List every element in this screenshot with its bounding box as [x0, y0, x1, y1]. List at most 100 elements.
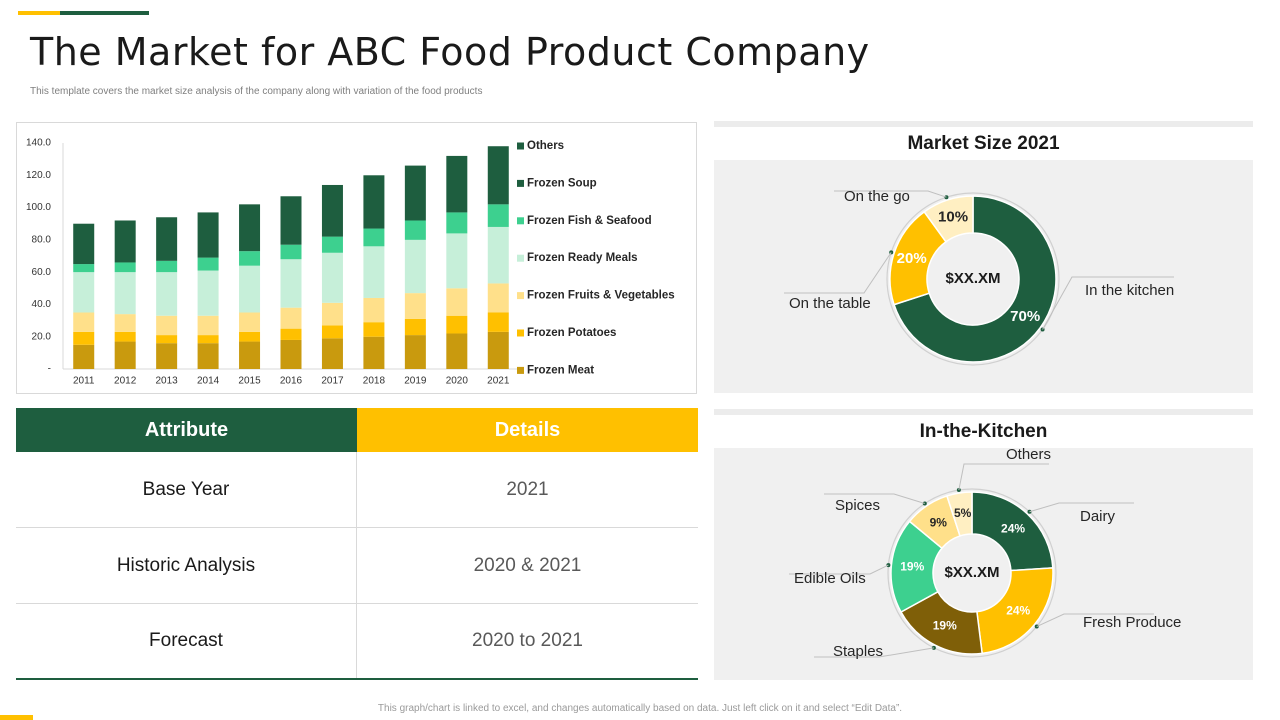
bar-segment-frozen-meat[interactable] — [197, 343, 219, 369]
bar-segment-frozen-fish-seafood[interactable] — [156, 260, 178, 273]
donut-center-label: $XX.XM — [944, 564, 999, 581]
bar-segment-frozen-fruits-vegetables[interactable] — [156, 315, 178, 336]
bar-segment-frozen-fish-seafood[interactable] — [239, 251, 261, 266]
bar-segment-frozen-potatoes[interactable] — [404, 318, 426, 336]
bar-segment-frozen-soup[interactable] — [321, 184, 343, 237]
slice-percent-label: 19% — [933, 619, 957, 633]
table-row: Forecast 2020 to 2021 — [16, 604, 698, 680]
stacked-bar-chart[interactable]: - 20.0 40.0 60.0 80.0 100.0 120.0 140.0 2011 2012… — [17, 123, 698, 395]
in-the-kitchen-donut[interactable]: 24% Dairy 24% Fresh Produce 19% Staples 19% Edi… — [714, 409, 1253, 680]
leader-line — [814, 647, 934, 658]
bar-segment-frozen-meat[interactable] — [114, 341, 136, 369]
bar-segment-frozen-fish-seafood[interactable] — [321, 236, 343, 253]
bar-segment-frozen-potatoes[interactable] — [280, 328, 302, 340]
y-tick-label: - — [48, 364, 51, 375]
donut-slice-dairy[interactable] — [971, 491, 1054, 572]
bar-segment-frozen-ready-meals[interactable] — [487, 226, 509, 284]
bar-segment-frozen-meat[interactable] — [321, 338, 343, 369]
bar-segment-frozen-fruits-vegetables[interactable] — [239, 312, 261, 332]
bar-segment-frozen-soup[interactable] — [239, 204, 261, 252]
market-size-donut[interactable]: 70% In the kitchen 20% On the table 10% On th… — [714, 121, 1253, 393]
bar-segment-frozen-meat[interactable] — [404, 335, 426, 369]
bar-segment-frozen-ready-meals[interactable] — [280, 259, 302, 308]
bar-segment-frozen-soup[interactable] — [73, 223, 95, 265]
donut-slice-on-the-go[interactable] — [923, 195, 974, 243]
donut-slice-fresh-produce[interactable] — [976, 567, 1054, 655]
bar-segment-frozen-fruits-vegetables[interactable] — [363, 297, 385, 323]
bar-segment-frozen-meat[interactable] — [156, 343, 178, 369]
slice-category-label: Spices — [835, 497, 880, 514]
bar-segment-frozen-potatoes[interactable] — [446, 315, 468, 334]
bar-segment-frozen-fish-seafood[interactable] — [280, 244, 302, 260]
bar-segment-frozen-soup[interactable] — [363, 175, 385, 229]
slice-percent-label: 10% — [938, 209, 968, 226]
bar-segment-frozen-ready-meals[interactable] — [321, 252, 343, 303]
legend-swatch — [517, 292, 524, 300]
bar-segment-frozen-meat[interactable] — [446, 333, 468, 369]
bar-segment-frozen-fruits-vegetables[interactable] — [73, 312, 95, 332]
leader-dot — [944, 195, 949, 200]
bar-segment-frozen-soup[interactable] — [446, 155, 468, 213]
bar-segment-frozen-potatoes[interactable] — [239, 331, 261, 342]
bar-segment-frozen-potatoes[interactable] — [363, 322, 385, 337]
bar-chart-panel[interactable]: - 20.0 40.0 60.0 80.0 100.0 120.0 140.0 2011 2012… — [16, 122, 697, 394]
bar-segment-frozen-fruits-vegetables[interactable] — [114, 314, 136, 332]
bar-segment-frozen-fish-seafood[interactable] — [404, 220, 426, 240]
bar-segment-frozen-soup[interactable] — [280, 196, 302, 245]
bar-segment-frozen-ready-meals[interactable] — [114, 272, 136, 315]
bar-segment-frozen-fruits-vegetables[interactable] — [197, 315, 219, 336]
bar-segment-frozen-fish-seafood[interactable] — [197, 257, 219, 271]
leader-dot — [886, 563, 891, 568]
bar-segment-frozen-ready-meals[interactable] — [404, 239, 426, 294]
bar-segment-frozen-ready-meals[interactable] — [156, 272, 178, 316]
bar-segment-frozen-fruits-vegetables[interactable] — [280, 307, 302, 329]
bar-segment-frozen-ready-meals[interactable] — [73, 272, 95, 313]
bar-segment-frozen-fruits-vegetables[interactable] — [446, 288, 468, 316]
donut-slice-in-the-kitchen[interactable] — [893, 195, 1057, 363]
bar-segment-frozen-fruits-vegetables[interactable] — [487, 283, 509, 313]
donut-outer-ring — [887, 488, 1057, 658]
bar-segment-frozen-ready-meals[interactable] — [363, 246, 385, 298]
bar-segment-frozen-ready-meals[interactable] — [197, 270, 219, 316]
bar-segment-frozen-fruits-vegetables[interactable] — [321, 302, 343, 326]
bar-segment-frozen-fish-seafood[interactable] — [363, 228, 385, 247]
bar-segment-frozen-meat[interactable] — [280, 339, 302, 369]
row-attribute: Historic Analysis — [16, 528, 357, 603]
bar-segment-frozen-ready-meals[interactable] — [446, 233, 468, 289]
bar-segment-frozen-meat[interactable] — [363, 336, 385, 369]
bar-segment-frozen-soup[interactable] — [114, 220, 136, 263]
bar-segment-frozen-fish-seafood[interactable] — [487, 204, 509, 227]
attribute-table: Attribute Details Base Year 2021 Histori… — [16, 408, 698, 680]
bar-segment-frozen-fish-seafood[interactable] — [446, 212, 468, 234]
slice-category-label: On the go — [844, 188, 910, 205]
bar-segment-frozen-potatoes[interactable] — [114, 331, 136, 342]
bar-segment-frozen-fruits-vegetables[interactable] — [404, 293, 426, 319]
slice-percent-label: 20% — [897, 250, 927, 267]
bar-segment-frozen-potatoes[interactable] — [321, 325, 343, 339]
bar-segment-frozen-ready-meals[interactable] — [239, 265, 261, 313]
bar-segment-frozen-meat[interactable] — [239, 341, 261, 369]
bar-segment-frozen-potatoes[interactable] — [487, 312, 509, 332]
donut-center-label: $XX.XM — [945, 270, 1000, 287]
bar-segment-frozen-soup[interactable] — [197, 212, 219, 258]
slice-percent-label: 24% — [1006, 603, 1030, 617]
bar-segment-frozen-soup[interactable] — [487, 146, 509, 205]
donut-slice-others[interactable] — [946, 491, 973, 537]
leader-line — [958, 463, 1049, 491]
y-tick-label: 20.0 — [32, 331, 52, 342]
leader-line — [789, 564, 889, 575]
bar-segment-frozen-fish-seafood[interactable] — [73, 264, 95, 273]
bar-segment-frozen-potatoes[interactable] — [73, 331, 95, 345]
table-row: Historic Analysis 2020 & 2021 — [16, 528, 698, 604]
bar-segment-frozen-fish-seafood[interactable] — [114, 262, 136, 273]
leader-dot — [1040, 327, 1045, 332]
y-tick-label: 60.0 — [32, 267, 52, 278]
bar-segment-frozen-soup[interactable] — [404, 165, 426, 221]
bar-segment-frozen-meat[interactable] — [487, 331, 509, 369]
bar-segment-frozen-soup[interactable] — [156, 217, 178, 261]
bar-segment-frozen-potatoes[interactable] — [156, 335, 178, 344]
legend-swatch — [517, 179, 524, 187]
panel-top-strip — [714, 409, 1253, 415]
bar-segment-frozen-meat[interactable] — [73, 344, 95, 369]
bar-segment-frozen-potatoes[interactable] — [197, 335, 219, 344]
